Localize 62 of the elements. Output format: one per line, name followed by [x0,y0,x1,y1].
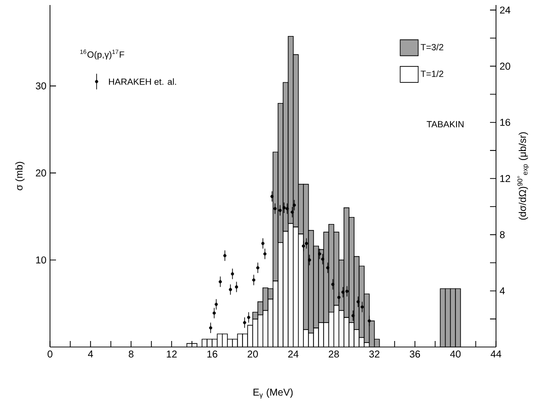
y-tick-label: 10 [36,256,46,264]
point [214,302,218,306]
point [282,206,286,210]
x-tick-label: 32 [369,350,380,358]
legend-label: T=3/2 [420,44,444,50]
point [263,252,266,256]
x-tick-label: 44 [490,350,502,358]
point [243,321,246,324]
y2-tick-label: 16 [500,118,510,126]
point [209,326,212,330]
y2-axis-title: (dσ/dΩ)$^{90°}$$_{exp}$ (μb/sr) [517,132,529,220]
point [273,207,277,210]
point [351,314,355,318]
x-tick-label: 8 [128,350,134,358]
x-tick-label: 0 [48,350,52,358]
y-tick-label: 20 [36,169,46,176]
y2-tick-label: 24 [500,6,510,14]
point [341,290,345,294]
y2-tick-label: 20 [500,62,510,70]
point [321,258,324,261]
x-tick-label: 12 [166,350,177,358]
point [230,272,234,276]
point [223,254,226,258]
y-axis-title: σ (mb) [15,162,25,190]
x-tick-label: 24 [288,350,299,358]
x-tick-label: 20 [248,350,258,358]
point [318,252,322,256]
annotation: TABAKIN [426,121,464,128]
point [331,282,334,286]
point [247,316,250,320]
y-tick-label: 30 [36,82,46,90]
point [360,305,364,309]
point [278,208,282,212]
point [218,280,222,284]
y2-tick-label: 4 [500,287,505,294]
point [290,210,294,214]
y2-tick-label: 12 [500,175,510,182]
legend-label: T=1/2 [420,70,444,77]
x-tick-label: 4 [88,350,94,358]
x-tick-label: 16 [207,350,218,358]
y2-tick-label: 8 [500,231,505,238]
x-axis-title: E$_{γ}$ (MeV) [254,388,293,399]
point [234,285,238,289]
point [356,300,360,304]
x-tick-label: 40 [450,350,461,358]
point [337,296,340,299]
x-tick-label: 28 [328,350,339,358]
point [261,242,264,246]
legend-label: HARAKEH et. al. [108,78,176,85]
point [292,204,296,207]
point [256,266,260,270]
x-tick-label: 36 [410,350,420,358]
point [212,311,216,315]
point [252,278,256,282]
point [345,290,349,293]
point [270,194,274,198]
point [326,266,330,270]
point [308,258,312,262]
point [368,319,371,322]
point [228,288,232,292]
annotation: $^{16}$O(p,γ)$^{17}$F [80,50,124,60]
point [286,207,289,210]
